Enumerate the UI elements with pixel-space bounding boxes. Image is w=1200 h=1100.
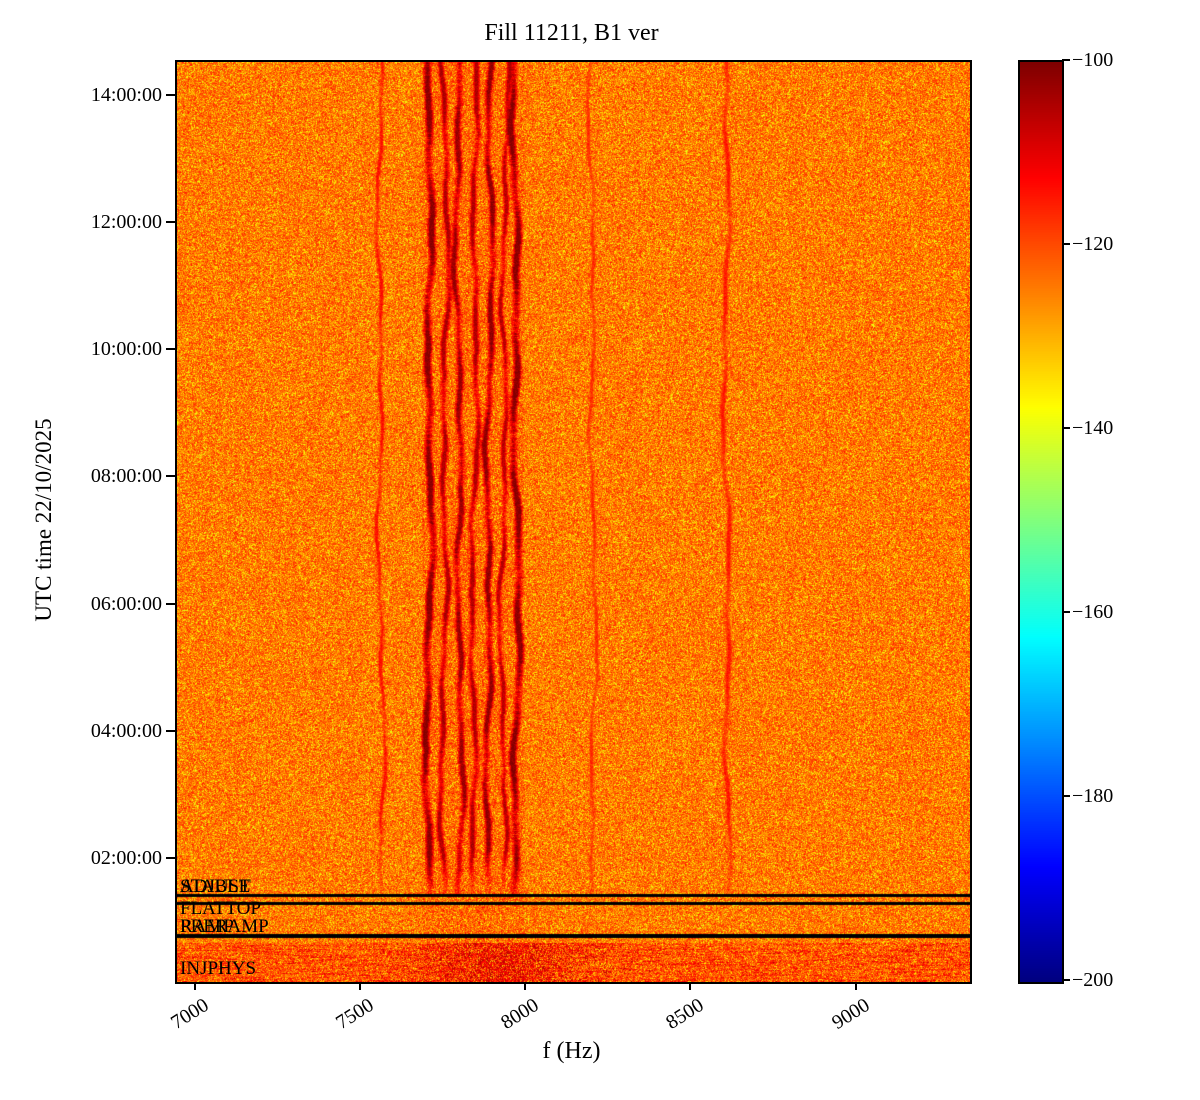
colorbar-tick-label: −200	[1072, 969, 1114, 991]
x-tick-mark	[359, 982, 362, 990]
beam-mode-label-injphys: INJPHYS	[180, 958, 257, 980]
colorbar-tick-label: −160	[1072, 601, 1114, 623]
y-tick-mark	[166, 729, 175, 732]
beam-mode-label-stable: STABLE	[180, 875, 251, 897]
colorbar-tick-label: −100	[1072, 49, 1114, 71]
y-tick-label: 08:00:00	[90, 465, 162, 488]
x-tick-mark	[193, 982, 196, 990]
beam-mode-label-flattop: FLATTOP	[180, 897, 261, 919]
colorbar-tick-label: −140	[1072, 417, 1114, 439]
y-tick-label: 14:00:00	[90, 83, 162, 106]
spectrogram-heatmap	[177, 62, 970, 982]
y-tick-label: 02:00:00	[90, 846, 162, 869]
plot-area: STABLE ADJUST FLATTOP RAMP PRERAMP INJPHYS	[175, 60, 972, 984]
y-tick-mark	[166, 93, 175, 96]
colorbar-tick-mark	[1062, 59, 1070, 61]
colorbar-tick-mark	[1062, 795, 1070, 797]
y-tick-label: 12:00:00	[90, 211, 162, 234]
beam-mode-label-adjust: ADJUST	[180, 875, 251, 897]
colorbar-tick-mark	[1062, 979, 1070, 981]
colorbar-tick-mark	[1062, 611, 1070, 613]
x-tick-mark	[854, 982, 857, 990]
colorbar-tick-label: −120	[1072, 233, 1114, 255]
x-tick-mark	[524, 982, 527, 990]
y-tick-mark	[166, 348, 175, 351]
colorbar	[1018, 60, 1064, 984]
y-tick-label: 04:00:00	[90, 719, 162, 742]
y-tick-mark	[166, 602, 175, 605]
y-tick-mark	[166, 475, 175, 478]
y-tick-mark	[166, 856, 175, 859]
x-tick-mark	[689, 982, 692, 990]
colorbar-tick-label: −180	[1072, 785, 1114, 807]
y-tick-label: 06:00:00	[90, 592, 162, 615]
chart-title: Fill 11211, B1 ver	[484, 20, 659, 46]
x-axis-label: f (Hz)	[542, 1038, 601, 1064]
colorbar-tick-mark	[1062, 427, 1070, 429]
beam-mode-label-ramp: RAMP	[180, 915, 234, 937]
y-tick-label: 10:00:00	[90, 338, 162, 361]
colorbar-gradient	[1020, 62, 1062, 982]
colorbar-tick-mark	[1062, 243, 1070, 245]
beam-mode-label-preramp: PRERAMP	[180, 915, 269, 937]
y-tick-mark	[166, 221, 175, 224]
